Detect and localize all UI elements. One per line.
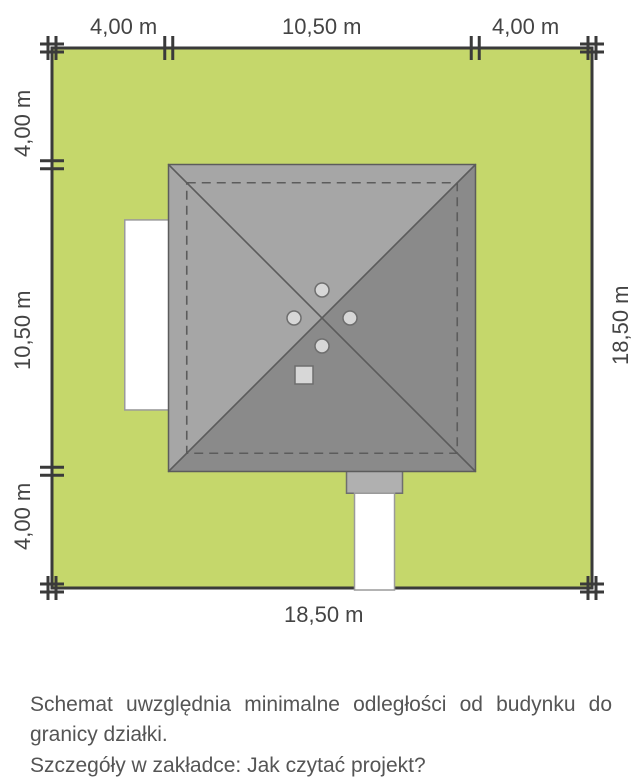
- caption: Schemat uwzględnia minimalne odległości …: [30, 690, 612, 781]
- caption-line-1: Schemat uwzględnia minimalne odległości …: [30, 693, 612, 746]
- site-plan: [0, 0, 640, 640]
- caption-line-2: Szczegóły w zakładce: Jak czytać projekt…: [30, 754, 426, 777]
- page: 4,00 m 10,50 m 4,00 m 4,00 m 10,50 m 4,0…: [0, 0, 640, 778]
